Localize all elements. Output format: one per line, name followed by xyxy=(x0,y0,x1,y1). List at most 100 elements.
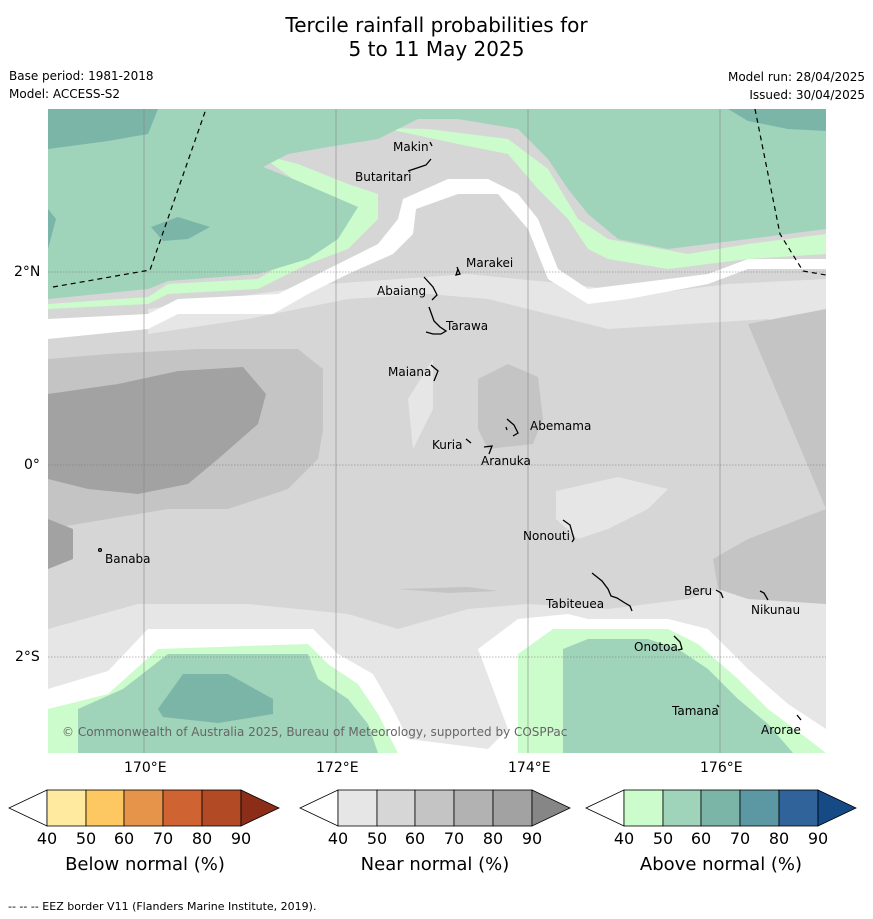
island-nonouti xyxy=(562,519,575,543)
place-label-banaba: Banaba xyxy=(105,552,151,566)
lon-label-172e: 172°E xyxy=(316,760,359,776)
colorbar-near-normal-50-60 xyxy=(376,789,416,827)
copyright-text: © Commonwealth of Australia 2025, Bureau… xyxy=(62,725,567,739)
island-nikunau xyxy=(759,590,769,601)
colorbar-below-normal-tick-60: 60 xyxy=(113,829,135,848)
colorbar-above-normal-80-90 xyxy=(778,789,819,827)
colorbar-below-normal xyxy=(8,789,280,827)
colorbar-above-normal-tick-90: 90 xyxy=(807,829,829,848)
island-arorae xyxy=(796,714,802,721)
colorbar-below-normal-low-arrow xyxy=(8,789,48,827)
colorbar-near-normal-tick-50: 50 xyxy=(366,829,388,848)
lon-label-174e: 174°E xyxy=(508,760,551,776)
eez-footnote: -- -- -- EEZ border V11 (Flanders Marine… xyxy=(8,900,317,913)
above-normal-50-60-north xyxy=(48,109,826,299)
colorbar-above-normal-60-70 xyxy=(700,789,741,827)
above-normal-60-70-south xyxy=(158,674,273,723)
lon-label-170e: 170°E xyxy=(124,760,167,776)
colorbar-above-normal-tick-70: 70 xyxy=(729,829,751,848)
colorbar-above-normal-tick-60: 60 xyxy=(690,829,712,848)
model-run-date: Model run: 28/04/2025 xyxy=(727,70,865,84)
map-title-line1: Tercile rainfall probabilities for xyxy=(285,13,588,37)
islands xyxy=(97,141,802,721)
island-tamana xyxy=(716,704,720,708)
colorbar-below-normal-tick-50: 50 xyxy=(75,829,97,848)
place-label-aranuka: Aranuka xyxy=(481,454,531,468)
colorbar-near-normal-tick-80: 80 xyxy=(482,829,504,848)
island-butaritari xyxy=(407,158,432,172)
place-label-butaritari: Butaritari xyxy=(355,170,412,184)
place-label-tabiteuea: Tabiteuea xyxy=(545,597,604,611)
place-label-nonouti: Nonouti xyxy=(523,529,570,543)
island-aranuka xyxy=(483,445,493,455)
island-maiana xyxy=(430,364,439,382)
place-label-abaiang: Abaiang xyxy=(377,284,426,298)
colorbar-near-normal-60-70 xyxy=(414,789,455,827)
colorbar-near-normal-tick-90: 90 xyxy=(521,829,543,848)
colorbar-near-normal xyxy=(299,789,571,827)
north-transition-band xyxy=(48,179,826,339)
colorbar-above-normal-tick-50: 50 xyxy=(652,829,674,848)
place-label-arorae: Arorae xyxy=(761,723,801,737)
colorbar-below-normal-40-50 xyxy=(46,789,87,827)
island-makin xyxy=(429,141,433,147)
colorbar-near-normal-tick-40: 40 xyxy=(327,829,349,848)
lat-label-0: 0° xyxy=(24,457,40,473)
colorbar-below-normal-tick-40: 40 xyxy=(36,829,58,848)
island-tabiteuea xyxy=(591,572,633,612)
colorbar-near-normal-70-80 xyxy=(453,789,494,827)
eez-borders xyxy=(52,109,826,288)
island-marakei xyxy=(455,266,461,276)
colorbar-above-normal xyxy=(585,789,857,827)
colorbar-below-normal-60-70 xyxy=(123,789,164,827)
colorbar-below-normal-tick-70: 70 xyxy=(152,829,174,848)
near-normal-40-50-north xyxy=(148,274,826,349)
lat-label-2n: 2°N xyxy=(14,264,41,280)
colorbar-below-normal-50-60 xyxy=(85,789,125,827)
lon-label-176e: 176°E xyxy=(700,760,743,776)
near-normal-40-50-maiana xyxy=(408,359,433,449)
near-normal-70-80-banaba xyxy=(48,519,73,569)
place-label-abemama: Abemama xyxy=(530,419,591,433)
place-label-maiana: Maiana xyxy=(388,365,431,379)
eez-border-east xyxy=(754,109,826,276)
place-label-tamana: Tamana xyxy=(671,704,719,718)
model-name: Model: ACCESS-S2 xyxy=(9,87,121,101)
colorbar-above-normal-tick-80: 80 xyxy=(768,829,790,848)
lat-label-2s: 2°S xyxy=(15,649,40,665)
place-label-marakei: Marakei xyxy=(466,256,513,270)
island-banaba xyxy=(97,547,103,553)
island-tarawa xyxy=(425,306,448,335)
colorbar-near-normal-tick-60: 60 xyxy=(404,829,426,848)
colorbar-near-normal-80-90 xyxy=(492,789,533,827)
colorbar-above-normal-title: Above normal (%) xyxy=(639,854,803,875)
colorbar-above-normal-70-80 xyxy=(739,789,780,827)
place-label-nikunau: Nikunau xyxy=(751,603,800,617)
above-normal-60-70-ne xyxy=(728,109,826,131)
island-kuria xyxy=(465,438,472,444)
island-beru xyxy=(715,589,724,599)
colorbar-near-normal-40-50 xyxy=(337,789,378,827)
place-label-beru: Beru xyxy=(684,584,712,598)
place-label-makin: Makin xyxy=(393,140,429,154)
island-abaiang xyxy=(423,276,438,301)
near-normal-70-80-west xyxy=(48,367,266,494)
parallels xyxy=(48,271,826,658)
colorbar-below-normal-tick-90: 90 xyxy=(230,829,252,848)
above-normal-50-60-se xyxy=(563,639,793,753)
above-normal-60-70-nw xyxy=(48,109,158,149)
colorbar-above-normal-high-arrow xyxy=(817,789,857,827)
base-period: Base period: 1981-2018 xyxy=(9,69,154,83)
map-title-line2: 5 to 11 May 2025 xyxy=(348,37,525,61)
graticule xyxy=(143,109,721,753)
colorbar-near-normal-tick-70: 70 xyxy=(443,829,465,848)
colorbar-below-normal-80-90 xyxy=(201,789,242,827)
near-normal-60-70-abemama xyxy=(478,364,543,449)
island-onotoa xyxy=(673,635,683,651)
probability-map: Makin Butaritari Marakei Abaiang Tarawa … xyxy=(48,109,826,753)
colorbar-near-normal-title: Near normal (%) xyxy=(360,854,510,875)
place-label-kuria: Kuria xyxy=(432,438,463,452)
place-label-tarawa: Tarawa xyxy=(445,319,488,333)
colorbar-above-normal-40-50 xyxy=(623,789,664,827)
near-normal-40-50-nonouti xyxy=(556,477,668,539)
